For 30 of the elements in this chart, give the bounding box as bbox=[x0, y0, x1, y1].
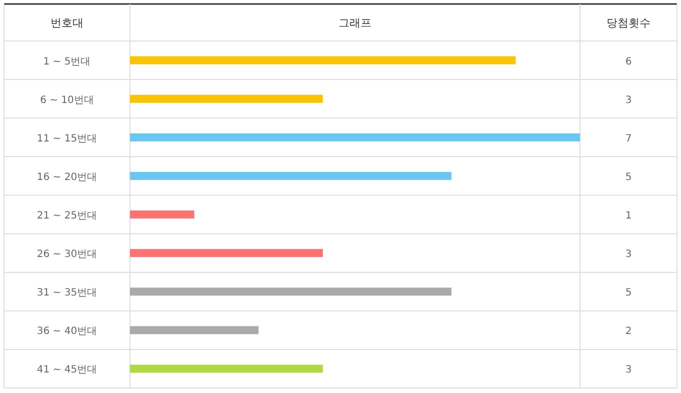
bar bbox=[130, 133, 580, 142]
data-label: 6 bbox=[625, 56, 632, 68]
y-tick-label: 26 ~ 30번대 bbox=[36, 249, 98, 260]
data-label: 2 bbox=[625, 326, 632, 338]
text: 당첨횟수 bbox=[606, 16, 650, 30]
y-tick-label: 31 ~ 35번대 bbox=[36, 288, 98, 299]
y-tick-label: 6 ~ 10번대 bbox=[40, 94, 94, 106]
bar bbox=[130, 249, 323, 258]
data-label: 1 bbox=[625, 210, 632, 222]
y-tick-label: 1 ~ 5번대 bbox=[43, 56, 91, 68]
bar bbox=[130, 326, 259, 334]
bar bbox=[130, 172, 452, 180]
data-label: 5 bbox=[625, 172, 632, 183]
y-axis-title: 번호대 bbox=[50, 16, 84, 30]
y-tick-label: 41 ~ 45번대 bbox=[36, 364, 98, 376]
data-label: 5 bbox=[625, 288, 632, 299]
data-label: 7 bbox=[625, 133, 632, 144]
bar bbox=[130, 94, 323, 103]
data-label: 3 bbox=[625, 364, 632, 376]
bar bbox=[130, 56, 516, 64]
text: 그래프 bbox=[338, 16, 372, 30]
data-label: 3 bbox=[625, 249, 632, 260]
y-tick-label: 11 ~ 15번대 bbox=[36, 133, 98, 144]
y-tick-label: 21 ~ 25번대 bbox=[36, 210, 98, 222]
bar bbox=[130, 364, 323, 373]
bar bbox=[130, 210, 194, 218]
bar bbox=[130, 288, 452, 296]
y-tick-label: 36 ~ 40번대 bbox=[36, 326, 98, 338]
y-tick-label: 16 ~ 20번대 bbox=[36, 172, 98, 183]
data-label: 3 bbox=[625, 94, 632, 106]
